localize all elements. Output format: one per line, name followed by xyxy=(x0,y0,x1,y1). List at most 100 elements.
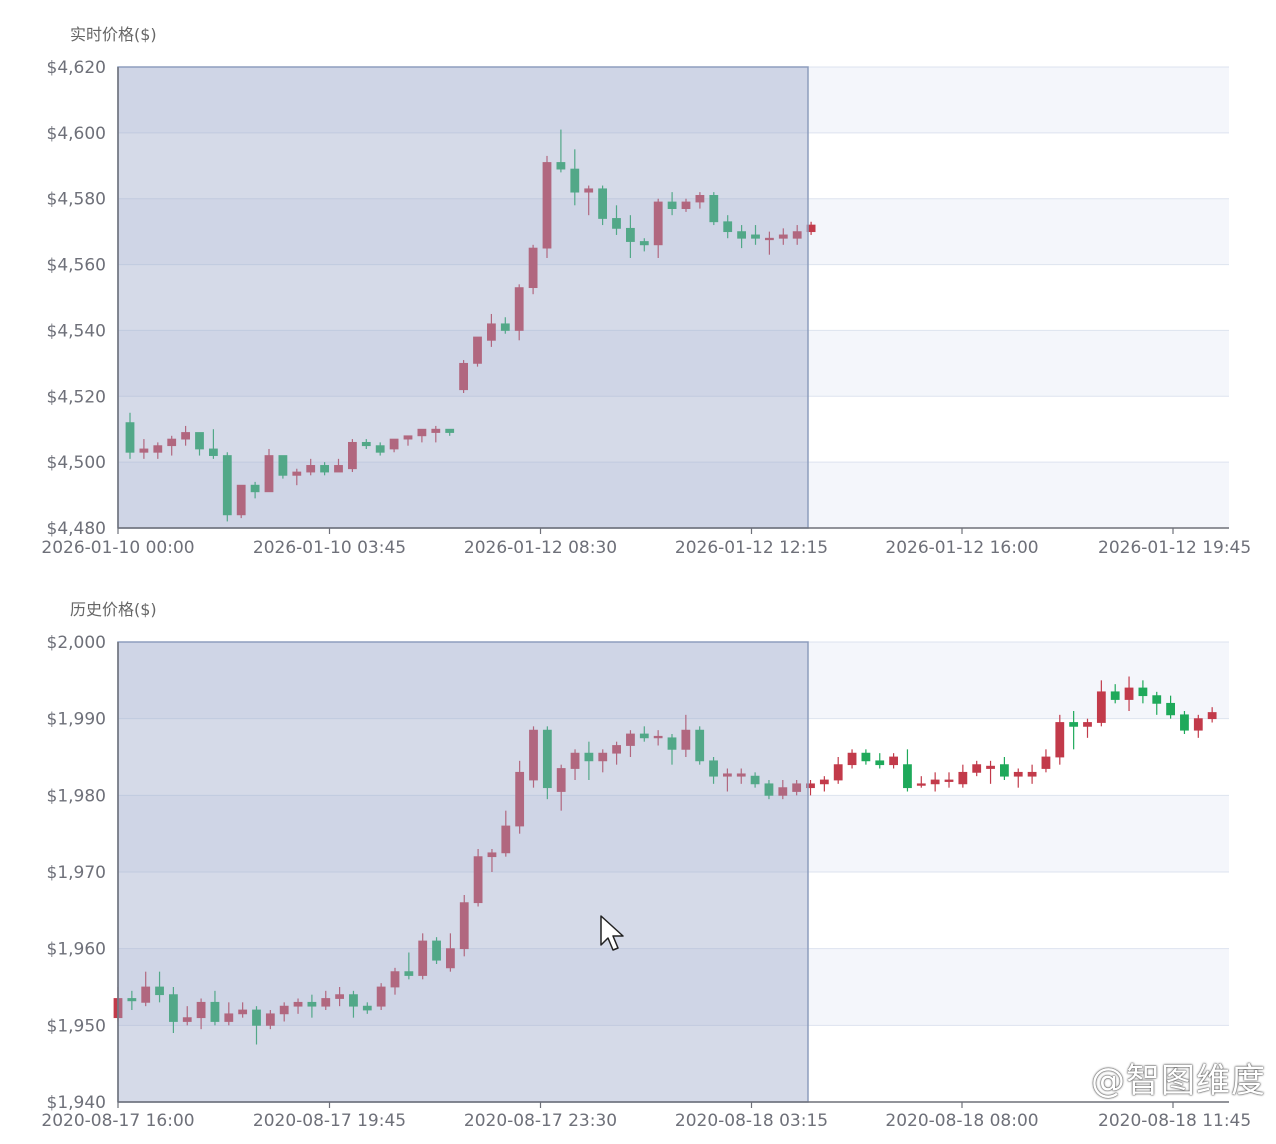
chart-1-candle xyxy=(500,317,510,334)
chart-1-candle xyxy=(389,438,399,453)
chart-1-candle xyxy=(723,215,733,239)
candle-body xyxy=(765,237,774,241)
chart-2-candle xyxy=(1027,764,1037,784)
candle-body xyxy=(418,940,428,976)
chart-1-candle xyxy=(250,481,260,499)
chart-2-candle xyxy=(695,726,705,765)
chart-1-candle xyxy=(264,448,274,493)
chart-1-candle xyxy=(403,435,413,446)
chart-1-candle xyxy=(361,439,371,449)
chart-1-xtick-label: 2026-01-12 12:15 xyxy=(675,538,828,558)
chart-1-candle xyxy=(459,360,469,393)
chart-1-candles xyxy=(125,129,816,522)
chart-2-candle xyxy=(778,780,788,800)
chart-1-candle xyxy=(320,462,330,476)
chart-1-ytick-label: $4,520 xyxy=(47,387,106,407)
chart-2-candle xyxy=(1055,714,1065,765)
chart-1-ytick-label: $4,620 xyxy=(47,58,106,78)
candle-body xyxy=(459,362,469,391)
chart-1-band xyxy=(118,330,1229,397)
chart-1-candle xyxy=(208,429,218,459)
chart-1-candle xyxy=(765,231,774,255)
candle-body xyxy=(515,771,525,827)
chart-2-selection-brush xyxy=(117,641,809,1103)
candle-body xyxy=(127,998,137,1002)
candle-body xyxy=(349,994,358,1007)
chart-2-candle xyxy=(445,933,455,972)
chart-1: $4,480 $4,500 $4,520 $4,540 $4,560 $4,580 $4,6… xyxy=(41,25,1251,558)
candle-body xyxy=(972,764,982,773)
chart-1-candle xyxy=(278,455,288,479)
candle-body xyxy=(778,787,788,796)
chart-2-candle xyxy=(792,780,802,796)
candle-body xyxy=(681,201,691,209)
chart-2-candle xyxy=(529,726,538,788)
chart-2-candle xyxy=(335,987,345,1007)
chart-1-candle xyxy=(751,225,760,245)
candle-body xyxy=(833,764,843,781)
chart-1-candle xyxy=(222,452,232,522)
candle-body xyxy=(390,971,400,988)
candle-body xyxy=(1000,764,1009,777)
candle-body xyxy=(1110,691,1120,700)
chart-2-candle xyxy=(238,1002,248,1018)
chart-1-band xyxy=(118,396,1229,463)
chart-2-candle xyxy=(653,730,663,746)
candle-body xyxy=(626,733,635,746)
candle-body xyxy=(1027,771,1037,777)
chart-2-candle xyxy=(986,760,995,784)
chart-1-xtick-label: 2026-01-10 00:00 xyxy=(41,538,194,558)
candle-body xyxy=(196,1001,206,1019)
chart-2-candle xyxy=(252,1006,261,1045)
candle-body xyxy=(639,733,649,739)
chart-1-candle xyxy=(528,244,538,295)
chart-1-ytick-label: $4,560 xyxy=(47,256,106,276)
candle-body xyxy=(361,441,371,447)
chart-1-candle xyxy=(570,149,580,206)
chart-2-candle xyxy=(1138,680,1148,704)
candle-body xyxy=(529,729,538,781)
chart-2-candle xyxy=(196,998,206,1030)
candle-body xyxy=(584,752,594,762)
chart-2-candles xyxy=(113,676,1217,1045)
candle-body xyxy=(224,1013,234,1022)
candle-body xyxy=(875,760,885,766)
chart-2-candle xyxy=(1166,695,1175,719)
candle-body xyxy=(778,234,788,239)
candle-body xyxy=(432,940,441,961)
chart-2-candle xyxy=(626,730,635,757)
chart-2-candle xyxy=(182,1006,192,1026)
candle-body xyxy=(639,241,649,246)
chart-1-candle xyxy=(292,468,302,486)
candle-body xyxy=(612,745,621,754)
candle-body xyxy=(264,455,274,493)
chart-1-xtick-label: 2026-01-12 08:30 xyxy=(464,538,617,558)
chart-2-candle xyxy=(667,734,677,765)
chart-1-candle xyxy=(653,198,663,258)
candle-body xyxy=(847,752,857,766)
candle-body xyxy=(167,438,177,447)
chart-1-ytick-label: $4,600 xyxy=(47,124,106,144)
candle-body xyxy=(265,1013,275,1026)
chart-2-candle xyxy=(1000,757,1009,780)
chart-2-ytick-label: $1,980 xyxy=(47,786,106,806)
chart-2-band xyxy=(118,1025,1229,1102)
chart-2-xtick-label: 2020-08-18 11:45 xyxy=(1098,1111,1251,1131)
candle-body xyxy=(709,760,718,777)
chart-2-candle xyxy=(875,753,885,769)
candle-body xyxy=(320,465,330,473)
chart-1-candle xyxy=(125,412,135,459)
chart-2-candle xyxy=(487,849,497,872)
candle-body xyxy=(819,779,829,785)
candle-body xyxy=(417,428,427,437)
candle-body xyxy=(916,783,926,786)
candle-body xyxy=(445,428,455,433)
chart-2-candle xyxy=(390,967,400,995)
chart-2-candle xyxy=(889,753,898,769)
chart-2-xtick-label: 2020-08-18 08:00 xyxy=(885,1111,1038,1131)
candle-body xyxy=(889,756,898,766)
chart-2-candle xyxy=(1152,691,1162,715)
chart-2-ytick-label: $1,960 xyxy=(47,940,106,960)
chart-1-candle xyxy=(792,225,802,245)
